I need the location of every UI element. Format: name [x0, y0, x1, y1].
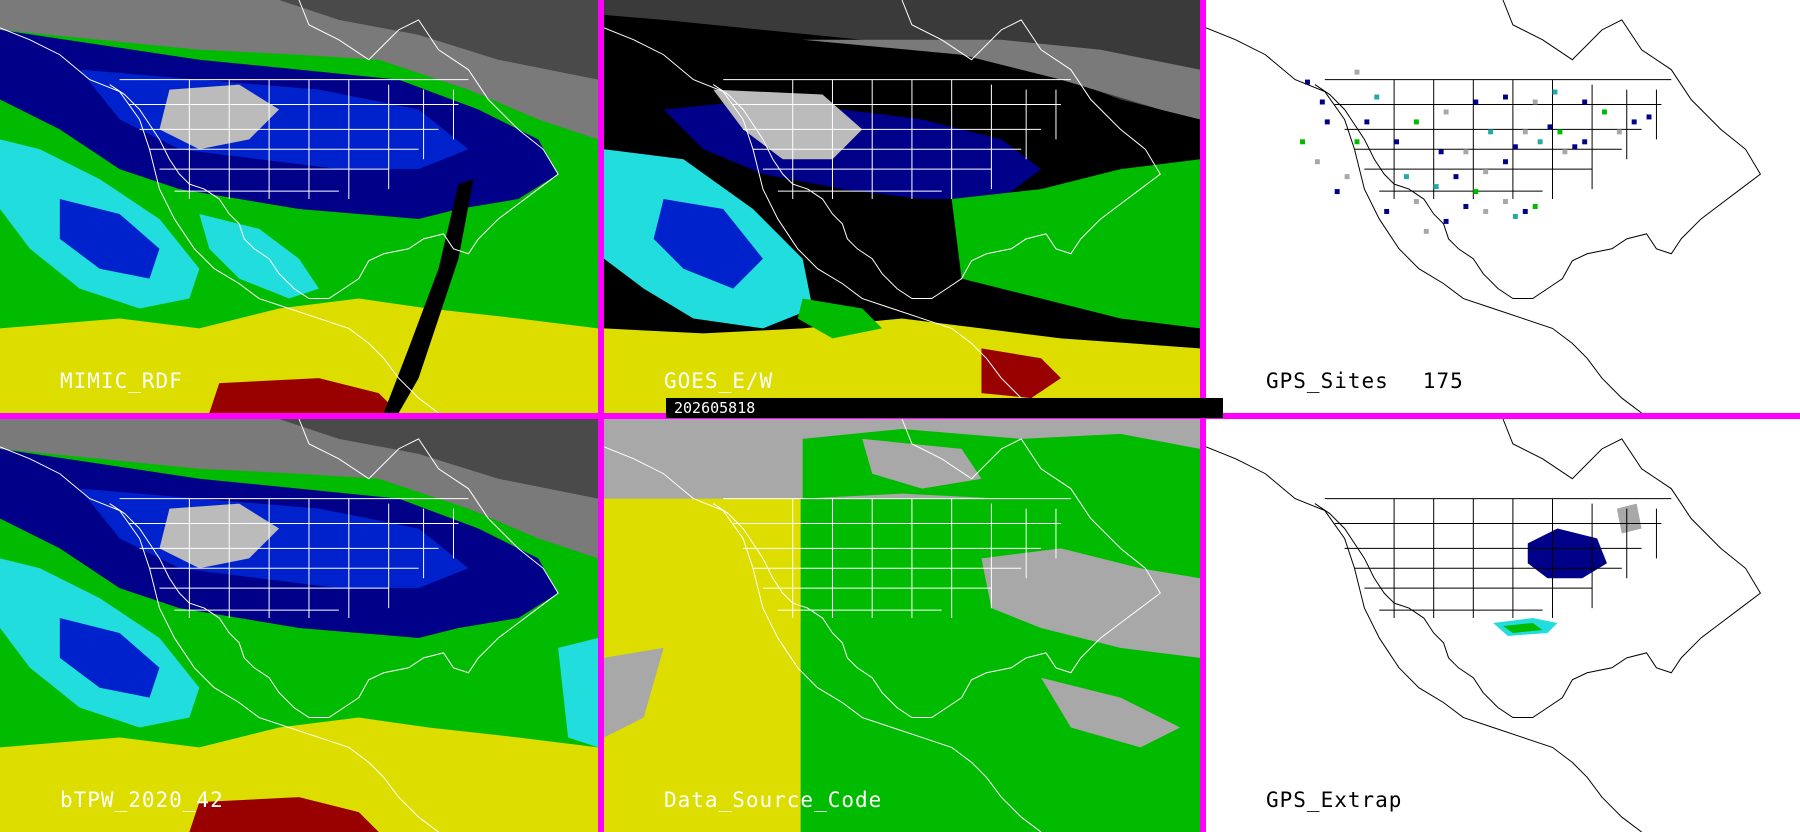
btpw-label: bTPW_2020_42 — [60, 788, 224, 812]
gps-site-marker — [1483, 169, 1489, 175]
timestamp-bar: 202605818 — [666, 398, 1223, 418]
panel-goes-ew: GOES_E/W — [604, 0, 1200, 413]
gps-site-marker — [1522, 208, 1528, 214]
gps-site-marker — [1364, 119, 1370, 125]
panel-mimic-rdf: MIMIC_RDF — [0, 0, 598, 413]
gps-site-marker — [1503, 94, 1508, 100]
gps-site-marker — [1354, 69, 1360, 75]
gps-site-marker — [1483, 208, 1489, 214]
gps-site-marker — [1334, 189, 1340, 195]
gps-site-marker — [1582, 139, 1588, 145]
gps-site-marker — [1532, 204, 1538, 209]
gps-site-marker — [1552, 89, 1558, 95]
gps-extrap-map — [1206, 419, 1800, 832]
panel-gps-sites: GPS_Sites 175 — [1206, 0, 1800, 413]
gps-site-marker — [1423, 228, 1429, 234]
gps-site-marker — [1438, 149, 1444, 155]
gps-site-marker — [1631, 119, 1637, 125]
gps-site-marker — [1413, 199, 1419, 205]
gps-site-marker — [1488, 129, 1494, 135]
gps-site-marker — [1473, 99, 1479, 105]
gps-site-marker — [1463, 204, 1469, 209]
gps-sites-title: GPS_Sites — [1266, 369, 1389, 393]
gps-extrap-label: GPS_Extrap — [1266, 788, 1403, 812]
gps-site-marker — [1582, 99, 1588, 105]
gps-site-marker — [1374, 94, 1380, 100]
gps-site-marker — [1547, 124, 1553, 130]
gps-site-marker — [1616, 129, 1622, 135]
gps-site-marker — [1473, 189, 1479, 195]
gps-site-marker — [1384, 208, 1390, 214]
gps-site-marker — [1562, 149, 1568, 155]
gps-site-marker — [1443, 218, 1449, 224]
goes-ew-map — [604, 0, 1200, 413]
gps-sites-map — [1206, 0, 1800, 413]
gps-site-marker — [1300, 139, 1305, 145]
gps-site-marker — [1512, 213, 1518, 219]
mimic-rdf-map — [0, 0, 598, 413]
data-source-code-label: Data_Source_Code — [664, 788, 883, 812]
gps-site-marker — [1512, 144, 1518, 150]
gps-site-marker — [1602, 109, 1607, 115]
gps-site-marker — [1532, 99, 1538, 105]
gps-site-marker — [1443, 109, 1449, 115]
gps-site-marker — [1354, 139, 1360, 145]
panel-btpw: bTPW_2020_42 — [0, 419, 598, 832]
gps-site-marker — [1503, 159, 1508, 165]
gps-site-marker — [1572, 144, 1578, 150]
timestamp-text: 202605818 — [674, 399, 756, 417]
gps-site-marker — [1319, 99, 1325, 105]
gps-sites-count: 175 — [1422, 369, 1464, 393]
gps-site-marker — [1522, 129, 1528, 135]
gps-site-marker — [1503, 199, 1508, 205]
gps-sites-label: GPS_Sites 175 — [1266, 369, 1464, 393]
gps-site-marker — [1305, 79, 1310, 85]
gps-site-marker — [1394, 139, 1400, 145]
gps-site-marker — [1324, 119, 1330, 125]
gps-site-marker — [1463, 149, 1469, 155]
panel-data-source-code: Data_Source_Code — [604, 419, 1200, 832]
data-source-map — [604, 419, 1200, 832]
panel-gps-extrap: GPS_Extrap — [1206, 419, 1800, 832]
gps-site-marker — [1646, 114, 1652, 120]
gps-site-marker — [1433, 184, 1439, 190]
gps-site-marker — [1453, 174, 1459, 180]
gps-site-marker — [1344, 174, 1350, 180]
btpw-map — [0, 419, 598, 832]
gps-site-marker — [1314, 159, 1320, 165]
gps-site-marker — [1404, 174, 1409, 180]
goes-ew-label: GOES_E/W — [664, 369, 774, 393]
gps-site-marker — [1557, 129, 1563, 135]
gps-site-marker — [1413, 119, 1419, 125]
mimic-rdf-label: MIMIC_RDF — [60, 369, 183, 393]
gps-site-marker — [1537, 139, 1543, 145]
